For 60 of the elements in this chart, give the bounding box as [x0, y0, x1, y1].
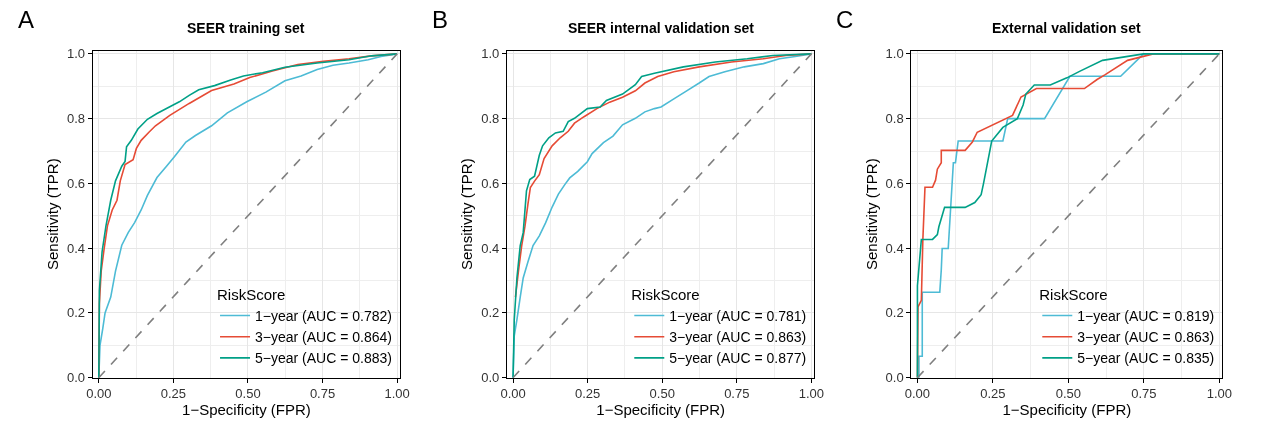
legend-label: 3−year (AUC = 0.863) — [1077, 329, 1215, 346]
legend-label: 5−year (AUC = 0.835) — [1077, 350, 1215, 367]
y-tick-label: 1.0 — [481, 46, 500, 62]
y-tick-label: 1.0 — [67, 46, 86, 62]
chart-title: SEER internal validation set — [568, 20, 755, 36]
y-tick-label: 0.2 — [67, 305, 86, 321]
x-axis-title: 1−Specificity (FPR) — [182, 401, 311, 419]
x-tick-label: 0.00 — [86, 386, 112, 402]
y-tick-label: 0.6 — [481, 175, 500, 191]
x-axis-title: 1−Specificity (FPR) — [1002, 401, 1132, 419]
x-tick-label: 1.00 — [384, 386, 410, 402]
y-tick-label: 0.2 — [885, 305, 904, 321]
text: A — [18, 6, 35, 33]
y-tick-label: 0.2 — [481, 305, 500, 321]
y-axis-title: Sensitivity (TPR) — [458, 158, 476, 271]
y-tick-label: 0.0 — [481, 370, 500, 386]
line-series — [916, 53, 1221, 378]
x-axis-title: 1−Specificity (FPR) — [596, 401, 726, 419]
x-tick-label: 0.50 — [649, 386, 675, 402]
x-tick-label: 0.25 — [574, 386, 601, 402]
line-series — [98, 53, 398, 378]
y-tick-label: 0.4 — [481, 240, 500, 256]
y-tick-label: 0.8 — [481, 111, 500, 127]
text: B — [432, 6, 449, 33]
legend-label: 5−year (AUC = 0.883) — [255, 350, 392, 367]
y-tick-label: 0.0 — [67, 370, 86, 386]
legend-label: 3−year (AUC = 0.864) — [255, 329, 392, 346]
legend-title: RiskScore — [1039, 285, 1108, 303]
y-tick-label: 0.6 — [67, 175, 86, 191]
x-tick-label: 0.00 — [904, 386, 931, 402]
legend-label: 1−year (AUC = 0.781) — [669, 307, 807, 324]
text: C — [836, 6, 854, 33]
x-tick-label: 0.25 — [160, 386, 187, 402]
y-axis-title: Sensitivity (TPR) — [44, 158, 62, 271]
legend-title: RiskScore — [631, 285, 700, 303]
x-tick-label: 0.00 — [500, 386, 526, 402]
y-axis-title: Sensitivity (TPR) — [862, 158, 880, 271]
y-tick-label: 0.0 — [885, 370, 904, 386]
x-tick-label: 0.75 — [1131, 386, 1157, 402]
legend-label: 5−year (AUC = 0.877) — [669, 350, 807, 367]
legend-label: 1−year (AUC = 0.819) — [1077, 307, 1215, 324]
x-tick-label: 0.75 — [724, 386, 750, 402]
x-tick-label: 0.50 — [1055, 386, 1082, 402]
x-tick-label: 1.00 — [1206, 386, 1233, 402]
y-tick-label: 0.4 — [67, 240, 86, 256]
y-tick-label: 0.6 — [885, 175, 904, 191]
x-tick-label: 0.75 — [309, 386, 336, 402]
chart-title: SEER training set — [187, 20, 305, 36]
x-tick-label: 0.50 — [235, 386, 261, 402]
x-tick-label: 1.00 — [798, 386, 825, 402]
y-tick-label: 0.8 — [885, 111, 904, 127]
y-tick-label: 0.8 — [67, 111, 86, 127]
legend-label: 1−year (AUC = 0.782) — [255, 307, 392, 324]
y-tick-label: 1.0 — [885, 46, 904, 62]
legend-title: RiskScore — [217, 285, 286, 303]
chart-title: External validation set — [992, 20, 1141, 36]
legend-label: 3−year (AUC = 0.863) — [669, 329, 807, 346]
line-series — [512, 53, 813, 378]
y-tick-label: 0.4 — [885, 240, 904, 256]
x-tick-label: 0.25 — [980, 386, 1006, 402]
